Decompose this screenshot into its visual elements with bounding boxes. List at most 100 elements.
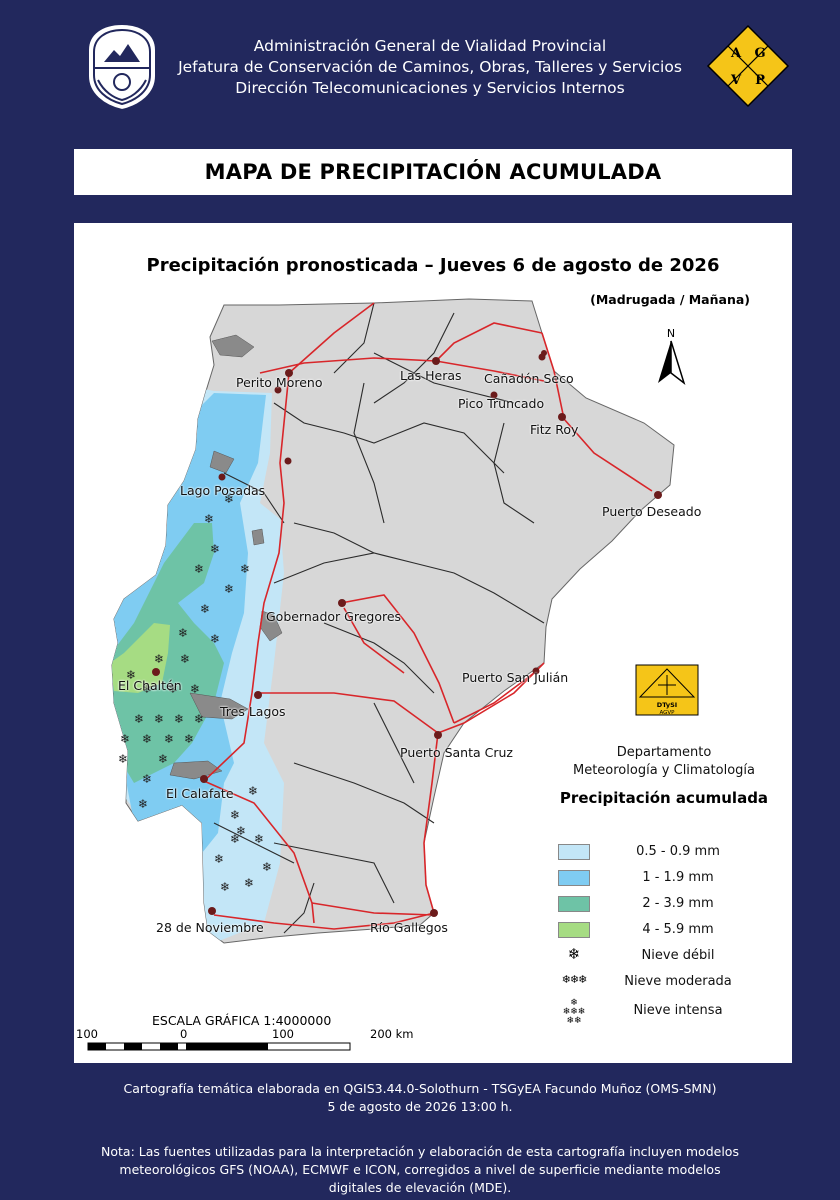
footer-note-line2: meteorológicos GFS (NOAA), ECMWF e ICON,… <box>119 1162 721 1177</box>
snowflake-moderate-icon: ❄❄❄ <box>561 973 588 986</box>
legend-title: Precipitación acumulada <box>559 789 769 807</box>
label-puerto-san-julian: Puerto San Julián <box>462 670 569 685</box>
header-line3: Dirección Telecomunicaciones y Servicios… <box>235 79 625 97</box>
header-line1: Administración General de Vialidad Provi… <box>253 37 607 55</box>
scale-title: ESCALA GRÁFICA 1:4000000 <box>152 1013 332 1028</box>
svg-text:❄: ❄ <box>214 852 224 866</box>
svg-text:❄: ❄ <box>224 582 234 596</box>
legend-snow-light-label: Nieve débil <box>641 948 715 963</box>
svg-text:❄: ❄ <box>164 732 174 746</box>
scale-tick-0: 100 <box>76 1027 98 1041</box>
svg-text:❄: ❄ <box>174 712 184 726</box>
label-gobernador-gregores: Gobernador Gregores <box>266 609 402 624</box>
svg-text:❄: ❄ <box>200 602 210 616</box>
header-line2: Jefatura de Conservación de Caminos, Obr… <box>178 58 682 76</box>
legend-label-1: 1 - 1.9 mm <box>642 870 714 885</box>
footer-credit-line: Cartografía temática elaborada en QGIS3.… <box>123 1081 717 1096</box>
legend-snow-moderate-label: Nieve moderada <box>624 974 732 989</box>
legend-label-0: 0.5 - 0.9 mm <box>636 844 720 859</box>
north-arrow-icon <box>658 340 686 386</box>
secondary-roads <box>213 302 545 934</box>
footer-credit: Cartografía temática elaborada en QGIS3.… <box>60 1080 780 1116</box>
scale-tick-2: 100 <box>272 1027 294 1041</box>
label-las-heras: Las Heras <box>400 368 462 383</box>
legend-swatch-3 <box>558 922 590 938</box>
svg-text:❄: ❄ <box>220 880 230 894</box>
scale-tick-1: 0 <box>180 1027 188 1041</box>
province-map: N ❄❄ ❄❄ ❄❄ ❄❄ ❄❄ ❄❄ ❄ ❄ ❄ ❄ ❄ ❄ ❄ ❄ ❄❄ ❄❄ ❄❄… <box>87 298 699 1051</box>
svg-text:❄: ❄ <box>184 732 194 746</box>
label-el-chalten: El Chaltén <box>118 678 182 693</box>
svg-text:❄: ❄ <box>142 732 152 746</box>
label-rio-gallegos: Río Gallegos <box>370 920 448 935</box>
svg-text:❄: ❄ <box>138 797 148 811</box>
department-text: Departamento Meteorología y Climatología <box>564 744 764 780</box>
snowflake-light-icon: ❄ <box>567 945 581 963</box>
dtysi-logo-text: DTySI <box>657 701 677 709</box>
svg-text:❄: ❄ <box>154 712 164 726</box>
svg-text:❄: ❄ <box>254 832 264 846</box>
svg-text:❄: ❄ <box>118 752 128 766</box>
footer-note: Nota: Las fuentes utilizadas para la int… <box>60 1143 780 1197</box>
svg-text:❄: ❄ <box>194 562 204 576</box>
province-seal-icon <box>87 22 157 112</box>
svg-text:❄: ❄ <box>154 652 164 666</box>
agvp-logo-icon: A G V P <box>706 24 790 108</box>
footer-note-line3: digitales de elevación (MDE). <box>328 1180 512 1195</box>
svg-text:❄: ❄ <box>134 712 144 726</box>
svg-text:❄: ❄ <box>168 682 178 696</box>
snowflake-heavy-icon: ❄ ❄❄❄ ❄❄ <box>562 998 586 1026</box>
lakes <box>169 334 283 780</box>
label-tres-lagos: Tres Lagos <box>220 704 286 719</box>
label-puerto-santa-cruz: Puerto Santa Cruz <box>400 745 513 760</box>
label-pico-truncado: Pico Truncado <box>458 396 545 411</box>
town-markers <box>152 350 662 917</box>
department-line2: Meteorología y Climatología <box>572 763 755 778</box>
svg-text:❄: ❄ <box>142 772 152 786</box>
svg-text:❄: ❄ <box>230 832 240 846</box>
legend-snow-heavy-label: Nieve intensa <box>633 1003 723 1018</box>
map-subtitle: (Madrugada / Mañana) <box>590 292 750 307</box>
snow-markers: ❄❄ ❄❄ ❄❄ ❄❄ ❄❄ ❄❄ ❄ ❄ ❄ ❄ ❄ ❄ ❄ ❄ ❄❄ ❄❄ ❄❄ ❄… <box>118 492 272 894</box>
svg-text:❄: ❄ <box>120 732 130 746</box>
label-puerto-deseado: Puerto Deseado <box>602 504 702 519</box>
label-canadon-seco: Cañadón Seco <box>484 371 574 386</box>
svg-text:❄: ❄ <box>262 860 272 874</box>
svg-text:❄: ❄ <box>126 668 136 682</box>
label-lago-posadas: Lago Posadas <box>180 483 266 498</box>
footer-note-line1: Nota: Las fuentes utilizadas para la int… <box>101 1144 739 1159</box>
legend-swatch-1 <box>558 870 590 886</box>
label-perito-moreno: Perito Moreno <box>236 375 323 390</box>
svg-text:❄: ❄ <box>190 682 200 696</box>
legend-label-2: 2 - 3.9 mm <box>642 896 714 911</box>
header-text: Administración General de Vialidad Provi… <box>170 36 690 99</box>
north-label: N <box>667 327 675 340</box>
dtysi-logo-icon: DTySI AGVP <box>635 664 699 716</box>
label-fitz-roy: Fitz Roy <box>530 422 579 437</box>
footer-date-line: 5 de agosto de 2026 13:00 h. <box>327 1099 513 1114</box>
map-title: Precipitación pronosticada – Jueves 6 de… <box>146 255 720 276</box>
label-28-de-noviembre: 28 de Noviembre <box>156 920 264 935</box>
svg-text:❄: ❄ <box>210 632 220 646</box>
svg-text:❄: ❄ <box>180 652 190 666</box>
svg-text:❄: ❄ <box>230 808 240 822</box>
svg-text:❄: ❄ <box>178 626 188 640</box>
svg-text:❄: ❄ <box>240 562 250 576</box>
title-banner: MAPA DE PRECIPITACIÓN ACUMULADA <box>74 149 792 195</box>
agvp-letter-g: G <box>754 46 765 61</box>
department-line1: Departamento <box>616 745 712 760</box>
legend-swatch-0 <box>558 844 590 860</box>
svg-text:❄: ❄ <box>194 712 204 726</box>
agvp-letter-a: A <box>730 46 742 61</box>
legend-swatch-2 <box>558 896 590 912</box>
agvp-letter-p: P <box>755 73 765 88</box>
svg-text:❄: ❄ <box>210 542 220 556</box>
page-title: MAPA DE PRECIPITACIÓN ACUMULADA <box>204 160 662 184</box>
agvp-letter-v: V <box>730 73 742 88</box>
svg-text:❄: ❄ <box>158 752 168 766</box>
label-el-calafate: El Calafate <box>166 786 234 801</box>
svg-text:❄: ❄ <box>204 512 214 526</box>
svg-text:❄: ❄ <box>244 876 254 890</box>
svg-text:❄: ❄ <box>236 824 246 838</box>
map-panel: Precipitación pronosticada – Jueves 6 de… <box>74 223 792 1063</box>
